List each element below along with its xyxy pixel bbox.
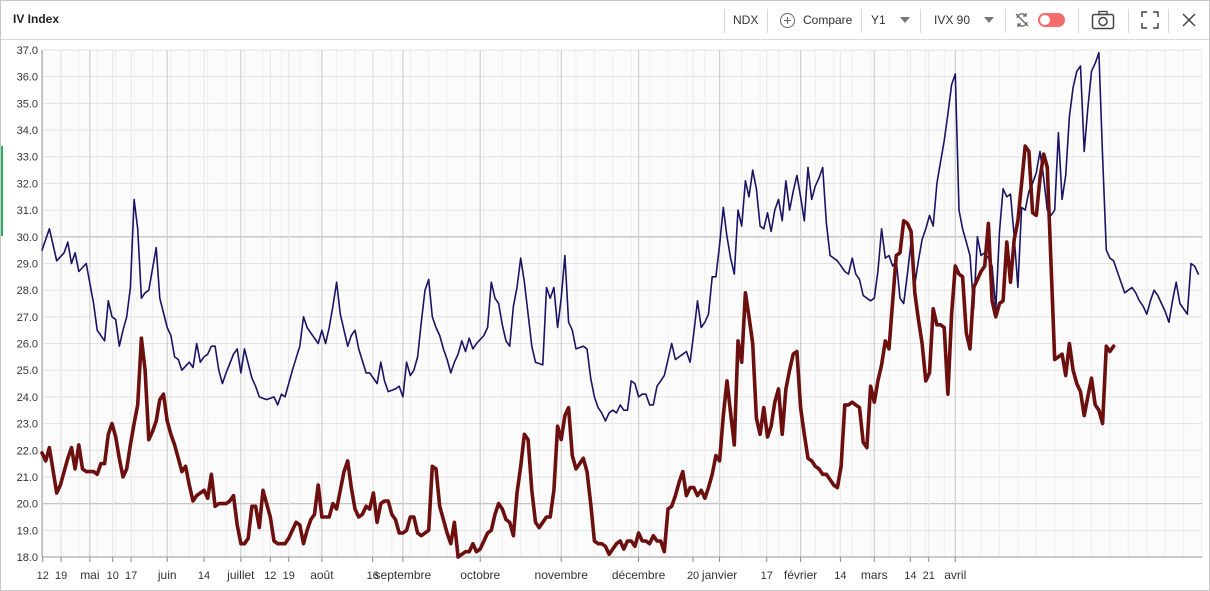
y-tick-label: 30.0: [17, 232, 38, 244]
x-tick-label: juin: [157, 568, 177, 582]
series-line-1: [41, 51, 1200, 422]
y-tick-label: 26.0: [17, 339, 38, 351]
x-tick-label: mars: [861, 568, 888, 582]
x-tick-label: 20: [687, 570, 699, 582]
toolbar-divider: [861, 9, 862, 33]
toolbar-divider: [1128, 9, 1129, 33]
y-tick-label: 31.0: [17, 205, 38, 217]
x-tick-label: 16: [367, 570, 379, 582]
close-icon: [1182, 13, 1196, 27]
plot-area: [42, 50, 1202, 557]
y-tick-label: 21.0: [17, 472, 38, 484]
x-tick-label: 10: [107, 570, 119, 582]
x-tick-label: avril: [944, 568, 966, 582]
y-tick-label: 24.0: [17, 392, 38, 404]
chevron-down-icon: [984, 17, 995, 23]
x-tick-label: 14: [198, 570, 210, 582]
x-tick-label: 19: [283, 570, 295, 582]
y-tick-label: 29.0: [17, 258, 38, 270]
x-tick-label: septembre: [375, 568, 432, 582]
toolbar-divider: [1078, 9, 1079, 33]
x-tick-label: 12: [264, 570, 276, 582]
x-tick-label: décembre: [612, 568, 666, 582]
chart-toolbar: IV Index NDX Compare Y1 IVX 90: [1, 1, 1209, 40]
y-tick-label: 33.0: [17, 152, 38, 164]
y-tick-label: 28.0: [17, 285, 38, 297]
y-tick-label: 35.0: [17, 98, 38, 110]
chart-title: IV Index: [13, 12, 60, 26]
y-tick-label: 18.0: [17, 552, 38, 564]
left-edge-accent: [1, 146, 3, 236]
y-tick-label: 20.0: [17, 499, 38, 511]
fullscreen-button[interactable]: [1141, 1, 1159, 39]
x-tick-label: 14: [834, 570, 846, 582]
x-tick-label: 21: [923, 570, 935, 582]
y-tick-label: 37.0: [17, 45, 38, 57]
compare-label: Compare: [803, 13, 853, 27]
x-tick-label: février: [784, 568, 817, 582]
x-tick-label: 19: [55, 570, 67, 582]
symbol-label: NDX: [733, 13, 759, 27]
x-tick-label: 12: [37, 570, 49, 582]
y-tick-label: 23.0: [17, 419, 38, 431]
period-dropdown[interactable]: Y1: [871, 1, 910, 39]
fullscreen-icon: [1141, 11, 1159, 29]
x-tick-label: juillet: [226, 568, 255, 582]
x-tick-label: 17: [761, 570, 773, 582]
x-tick-label: mai: [80, 568, 99, 582]
indicator-value: IVX 90: [934, 13, 971, 27]
chevron-down-icon: [899, 17, 910, 23]
x-tick-label: 17: [125, 570, 137, 582]
y-tick-label: 25.0: [17, 365, 38, 377]
y-tick-label: 36.0: [17, 72, 38, 84]
iv-index-line-chart[interactable]: 18.0 19.0 20.0 21.0 22.0 23.0 24.0 25.0 26.0 27.0…: [1, 41, 1209, 590]
y-tick-label: 22.0: [17, 445, 38, 457]
indicator-dropdown[interactable]: IVX 90: [934, 1, 995, 39]
x-tick-label: janvier: [701, 568, 737, 582]
screenshot-button[interactable]: [1091, 1, 1115, 39]
x-tick-label: novembre: [535, 568, 589, 582]
period-value: Y1: [871, 13, 886, 27]
x-tick-label: 14: [904, 570, 916, 582]
close-button[interactable]: [1181, 1, 1197, 39]
compare-button[interactable]: Compare: [780, 1, 852, 39]
toolbar-divider: [920, 9, 921, 33]
x-tick-label: août: [310, 568, 334, 582]
symbol-button[interactable]: NDX: [733, 1, 758, 39]
camera-icon: [1091, 10, 1115, 30]
toolbar-divider: [767, 9, 768, 33]
series-line-2: [40, 144, 1116, 559]
sync-toggle[interactable]: [1014, 1, 1065, 39]
y-tick-label: 34.0: [17, 125, 38, 137]
y-tick-label: 19.0: [17, 525, 38, 537]
toolbar-divider: [1168, 9, 1169, 33]
sync-off-icon: [1015, 13, 1029, 27]
toolbar-divider: [724, 9, 725, 33]
x-tick-label: octobre: [460, 568, 500, 582]
toggle-switch[interactable]: [1038, 13, 1065, 27]
toolbar-divider: [1005, 9, 1006, 33]
y-tick-label: 32.0: [17, 178, 38, 190]
add-circle-icon: [780, 12, 795, 28]
y-tick-label: 27.0: [17, 312, 38, 324]
